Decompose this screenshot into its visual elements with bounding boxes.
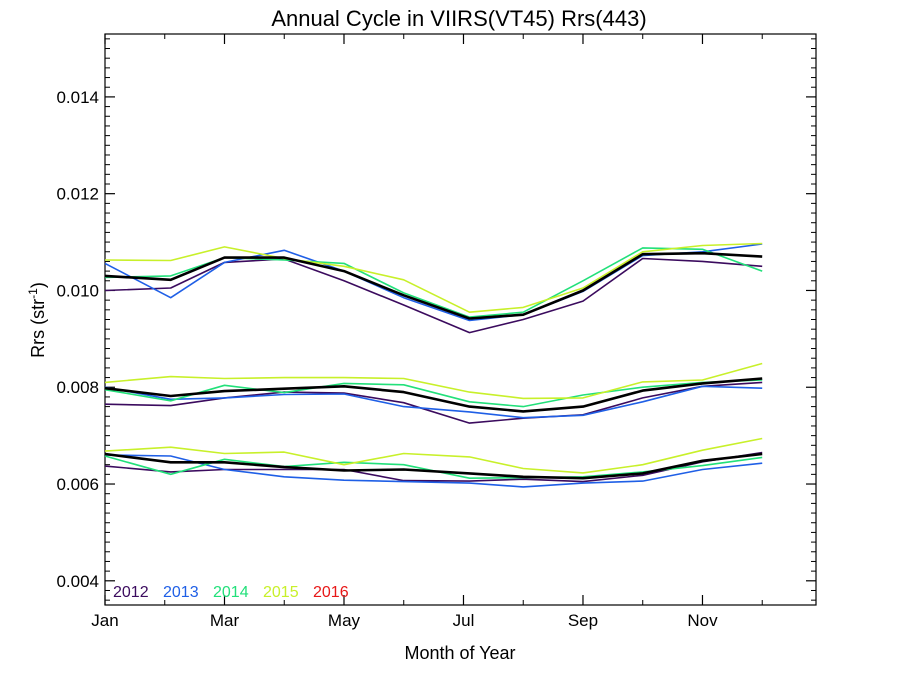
x-tick-label-4: Sep: [568, 611, 598, 630]
series-line-upper-2013: [104, 243, 763, 322]
legend-entry-2015: 2015: [263, 584, 299, 601]
series-line-lower-2013: [104, 454, 763, 488]
y-axis-label-close: ): [28, 282, 48, 288]
x-tick-label-2: May: [328, 611, 361, 630]
series-layer: [104, 242, 763, 488]
y-tick-label-2: 0.008: [56, 378, 99, 397]
legend-entry-2012: 2012: [113, 584, 149, 601]
y-tick-label-3: 0.010: [56, 281, 99, 300]
y-tick-label-5: 0.014: [56, 88, 99, 107]
x-tick-label-3: Jul: [453, 611, 475, 630]
x-tick-label-0: Jan: [91, 611, 118, 630]
series-line-upper-2012: [104, 257, 763, 334]
series-line-middle-2012: [104, 381, 763, 424]
legend-entry-2014: 2014: [213, 584, 249, 601]
x-axis-label: Month of Year: [404, 643, 515, 663]
y-axis: 0.004 0.006 0.008 0.010 0.012 0.014: [56, 38, 816, 601]
y-tick-label-4: 0.012: [56, 185, 99, 204]
series-line-lower-mean: [104, 452, 763, 480]
y-axis-label-superscript: -1: [26, 288, 40, 299]
y-axis-label-main: Rrs (str: [28, 299, 48, 358]
chart-title: Annual Cycle in VIIRS(VT45) Rrs(443): [271, 6, 646, 31]
legend: 2012 2013 2014 2015 2016: [113, 584, 349, 601]
y-axis-label: Rrs (str-1): [26, 282, 48, 358]
x-tick-label-5: Nov: [687, 611, 718, 630]
plot-frame: [104, 33, 817, 606]
x-axis: Jan Mar May Jul Sep Nov: [91, 34, 763, 630]
series-line-lower-2015: [104, 437, 763, 474]
x-tick-label-1: Mar: [210, 611, 240, 630]
y-tick-label-1: 0.006: [56, 475, 99, 494]
series-line-middle-2015: [104, 362, 763, 400]
series-line-middle-2013: [104, 385, 763, 419]
series-line-lower-2012: [104, 451, 763, 483]
y-tick-label-0: 0.004: [56, 572, 99, 591]
legend-entry-2013: 2013: [163, 584, 199, 601]
series-line-middle-2014: [104, 379, 763, 408]
legend-entry-2016: 2016: [313, 584, 349, 601]
series-line-upper-mean: [104, 251, 763, 320]
series-line-middle-mean: [104, 377, 763, 413]
series-line-upper-2015: [104, 242, 763, 314]
